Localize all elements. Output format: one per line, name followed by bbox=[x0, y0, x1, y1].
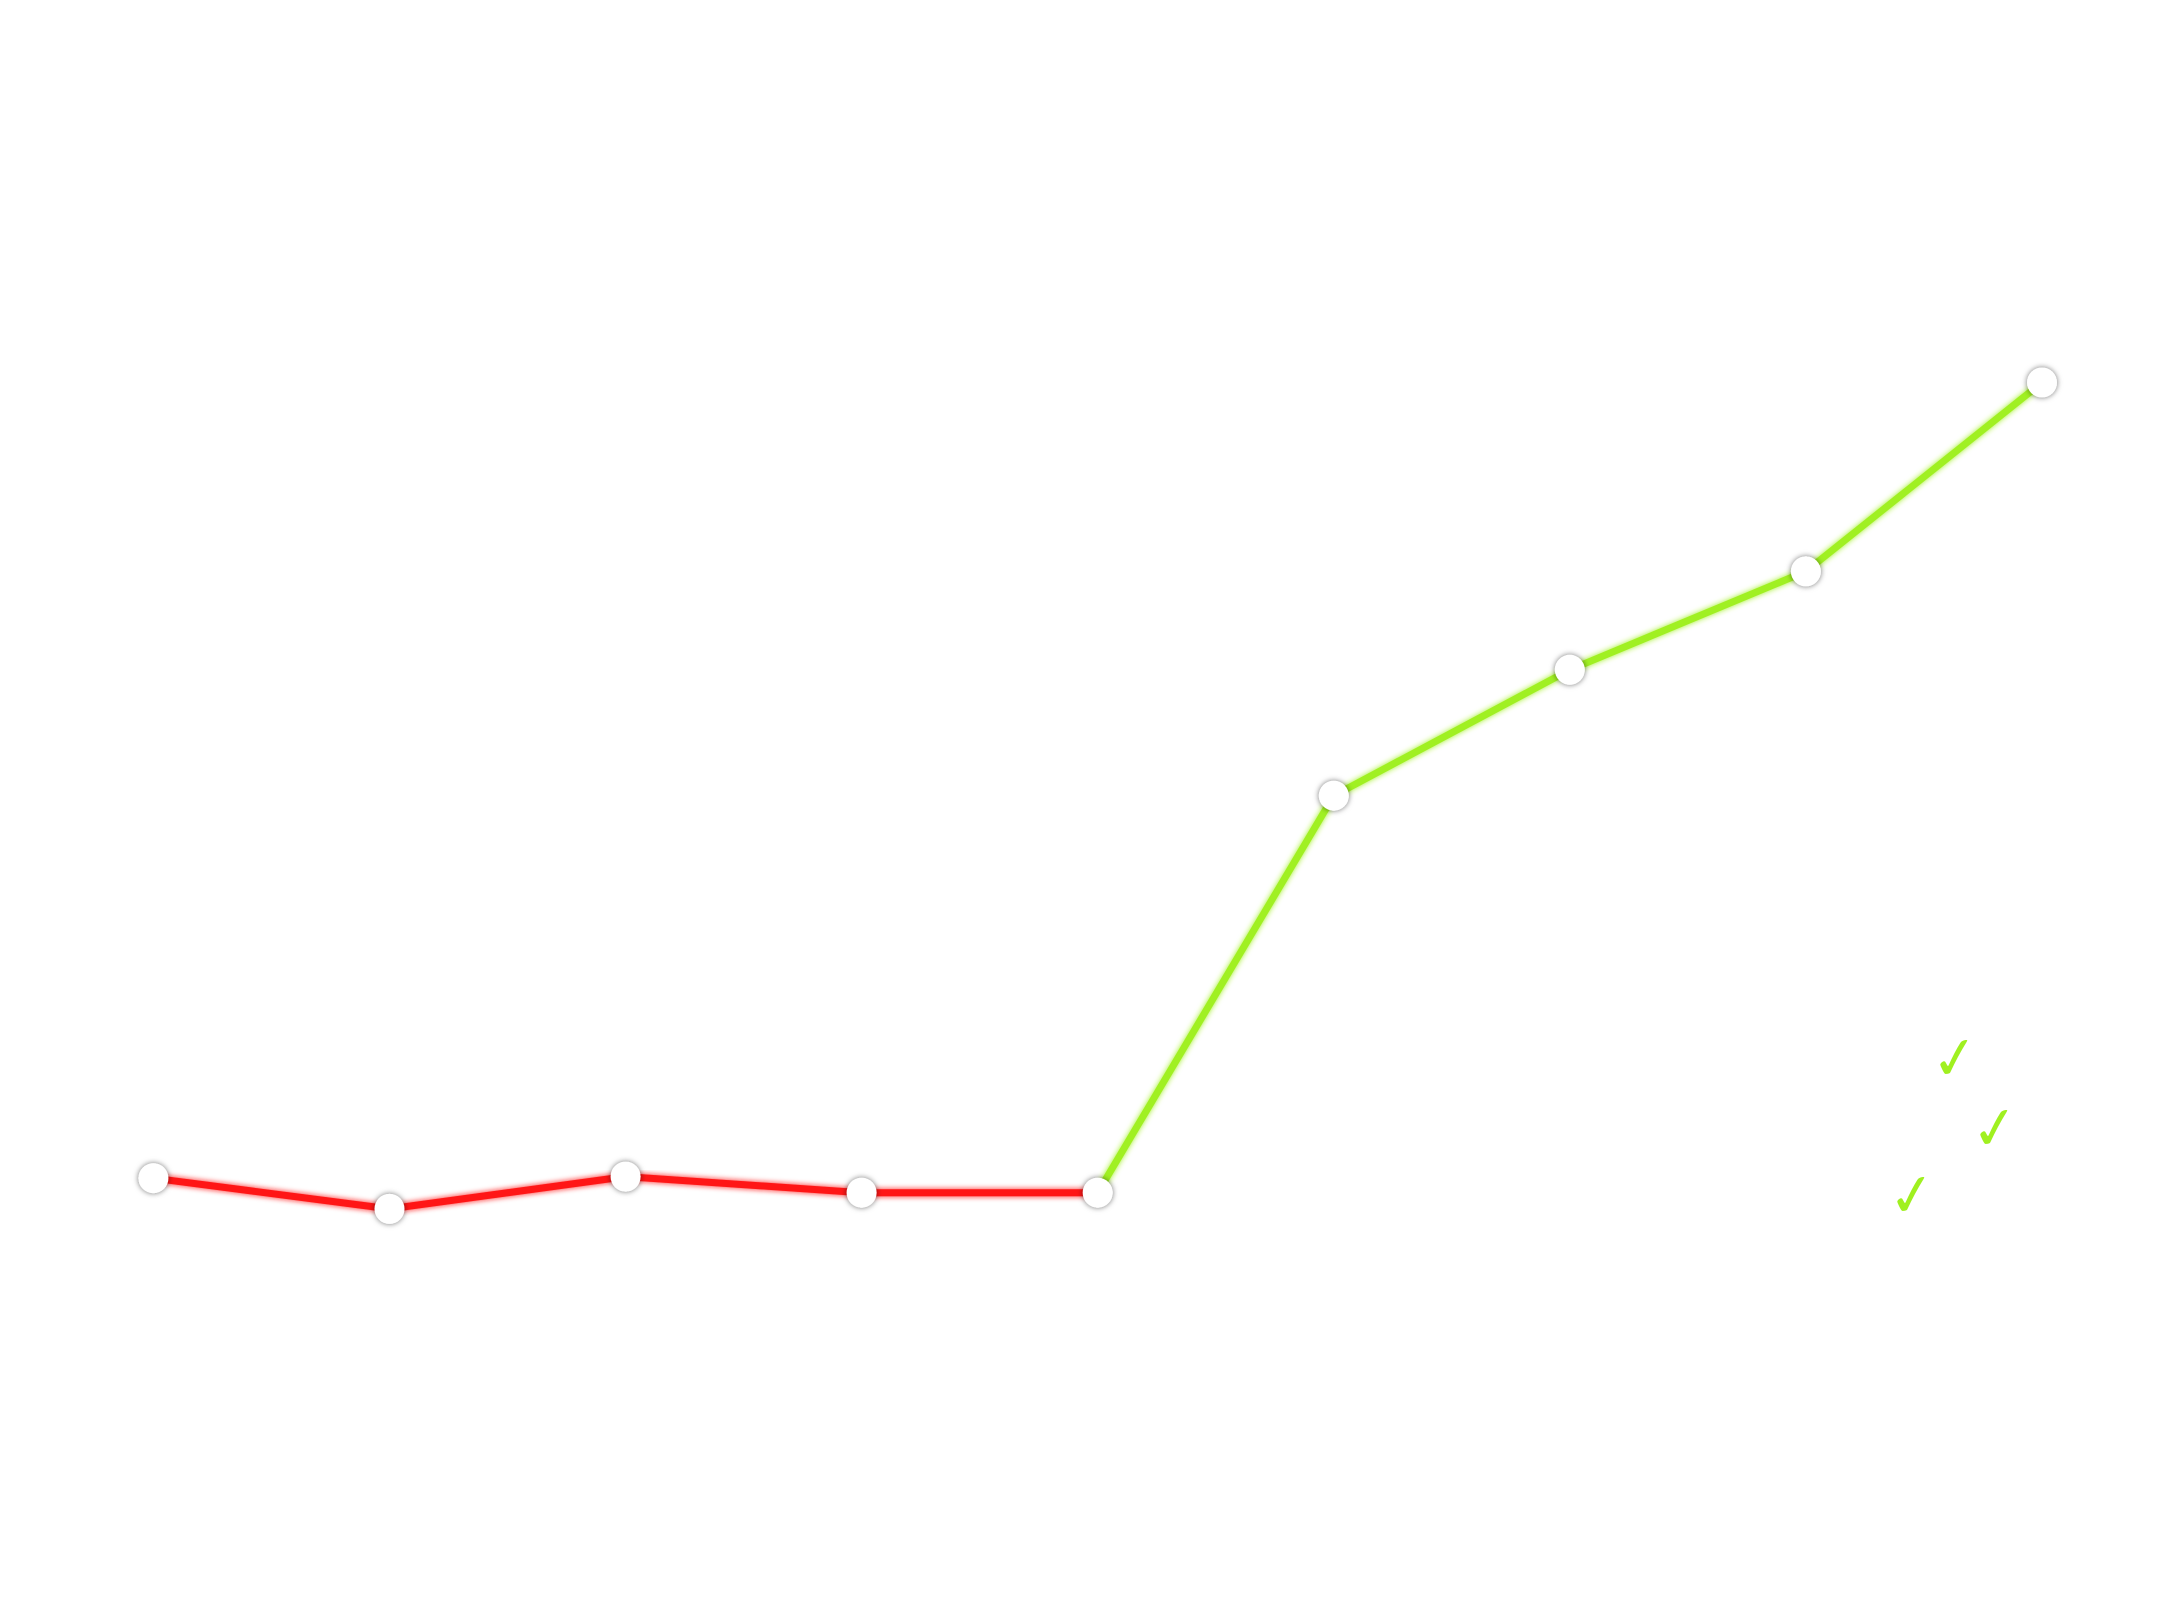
decoration-layer: ✓✓✓ bbox=[1883, 1021, 2024, 1232]
data-point-marker bbox=[1554, 654, 1585, 685]
marker-layer bbox=[138, 367, 2057, 1224]
data-point-marker bbox=[1082, 1177, 1113, 1208]
data-point-marker bbox=[374, 1193, 405, 1224]
series-line-2 bbox=[1094, 379, 2046, 1197]
data-point-marker bbox=[610, 1161, 641, 1192]
check-mark-icon: ✓ bbox=[1883, 1158, 1941, 1232]
data-point-marker bbox=[138, 1163, 169, 1194]
data-point-marker bbox=[1318, 780, 1349, 811]
check-mark-icon: ✓ bbox=[1966, 1091, 2024, 1165]
data-point-marker bbox=[846, 1177, 877, 1208]
check-mark-icon: ✓ bbox=[1926, 1021, 1984, 1095]
data-point-marker bbox=[1790, 556, 1821, 587]
data-point-marker bbox=[2027, 367, 2057, 398]
series-layer bbox=[149, 379, 2046, 1213]
